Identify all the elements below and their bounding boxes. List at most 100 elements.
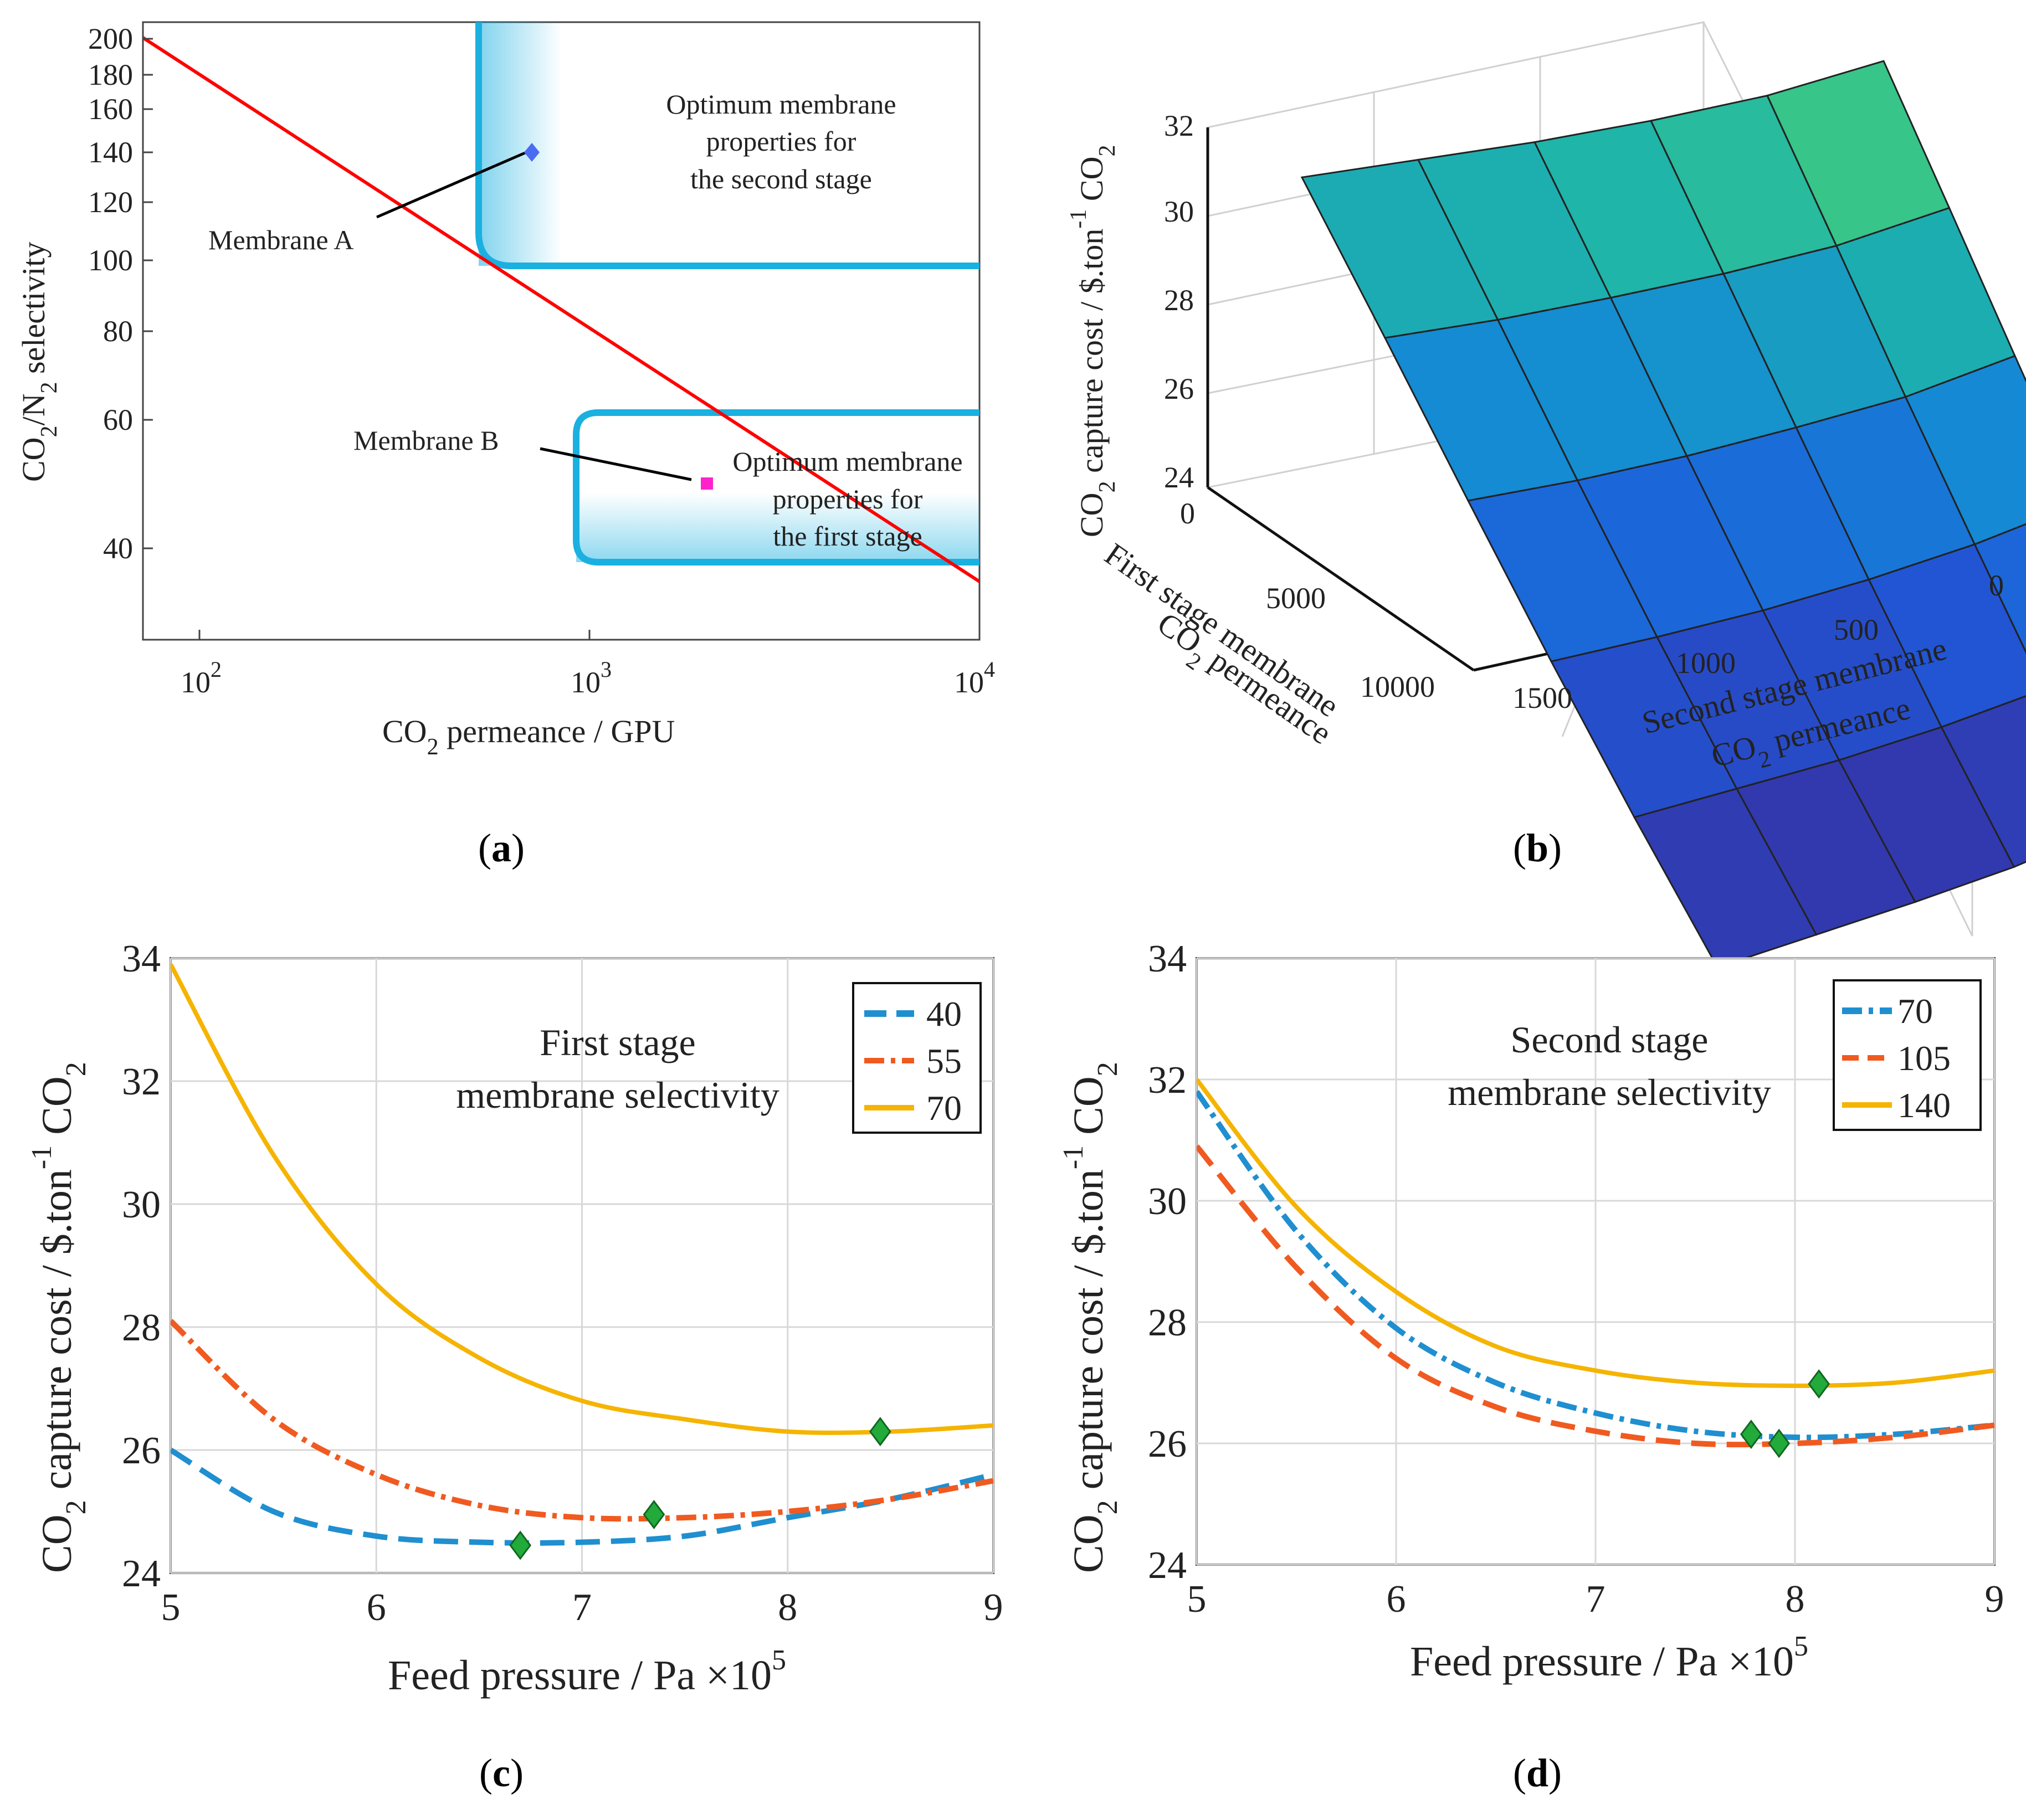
y-tick-labels-d: 24 26 28 30 32 34	[1148, 938, 1187, 1587]
membrane-b-point	[701, 477, 713, 490]
x-tick-label: 6	[1387, 1578, 1406, 1621]
z-tick-labels: 24 26 28 30 32	[1164, 109, 1194, 494]
legend: 40 55 70	[852, 982, 982, 1134]
x-tick-label: 102	[181, 657, 222, 699]
second-stage-region-border	[475, 22, 979, 269]
x-tick-label: 8	[778, 1586, 797, 1629]
first-stage-axis-label: First stage membrane	[1099, 536, 1346, 724]
panel-d-second-stage-cost-curves: 5 6 7 8 9 24 26 28 30 32 34 Second stage…	[1058, 938, 2004, 1795]
optimum-marker-70	[869, 1417, 891, 1447]
y-tick-label: 500	[1834, 613, 1879, 646]
x-tick-label: 9	[1985, 1578, 2004, 1621]
z-axis-label: CO2 capture cost / $.ton-1 CO2	[1066, 145, 1120, 537]
z-tick-label: 30	[1164, 195, 1194, 228]
surface-patch	[1940, 695, 2026, 868]
optimum-marker-140	[1808, 1369, 1830, 1399]
y-tick-label: 26	[1148, 1423, 1187, 1466]
y-tick-label: 30	[1148, 1180, 1187, 1223]
series-c	[171, 963, 993, 1560]
y-tick-label: 200	[88, 22, 133, 55]
optimum-marker-105	[1768, 1428, 1791, 1458]
y-tick-label: 80	[103, 315, 133, 348]
optimum-marker-40	[509, 1530, 531, 1560]
y-tick-label: 24	[122, 1552, 161, 1595]
x-tick-label: 5000	[1266, 582, 1326, 615]
membrane-b-leader	[540, 447, 692, 481]
optimum-marker-70	[1740, 1420, 1762, 1449]
y-tick-label: 34	[1148, 938, 1187, 980]
annotation-line: the first stage	[773, 521, 922, 552]
series-line-70	[171, 963, 993, 1435]
series-line-140	[1197, 1078, 1994, 1388]
y-axis-label: CO2 capture cost / $.ton-1 CO2	[1058, 1062, 1124, 1573]
surface-patch	[1973, 523, 2026, 654]
z-tick-label: 28	[1164, 284, 1194, 317]
y-tick-label: 24	[1148, 1544, 1187, 1587]
x-tick-label: 7	[1586, 1578, 1606, 1621]
y-tick-label: 100	[88, 244, 133, 277]
surface-patch	[1868, 543, 2026, 728]
first-stage-tick-labels: 0 5000 10000	[1180, 497, 1435, 703]
y-tick-label: 140	[88, 136, 133, 169]
chart-title-line-1: Second stage	[1511, 1019, 1709, 1061]
y-tick-label: 60	[103, 403, 133, 436]
z-tick-label: 32	[1164, 109, 1194, 142]
chart-title-line-2: membrane selectivity	[1448, 1071, 1771, 1113]
z-tick-label: 26	[1164, 372, 1194, 405]
y-tick-label: 32	[122, 1061, 161, 1103]
x-tick-label: 7	[572, 1586, 592, 1629]
x-tick-label: 8	[1786, 1578, 1805, 1621]
annotation-line: Optimum membrane	[732, 446, 962, 477]
y-tick-label: 28	[122, 1307, 161, 1349]
x-tick-labels-c: 5 6 7 8 9	[161, 1586, 1003, 1629]
y-tick-labels-c: 24 26 28 30 32 34	[122, 938, 161, 1595]
panel-a-membrane-selectivity-map: 40 60 80 100 120 140 160 180 200 102 103…	[16, 21, 995, 870]
y-tick-label: 1500	[1512, 681, 1572, 714]
y-tick-label: 120	[88, 186, 133, 219]
second-stage-region-fill	[479, 22, 562, 266]
series-line-70	[1197, 1089, 1994, 1441]
panel-label-b: (b)	[1513, 826, 1562, 870]
legend-label: 55	[926, 1041, 962, 1081]
membrane-a-point	[524, 143, 540, 162]
series-line-105	[1197, 1144, 1994, 1448]
legend: 70 105 140	[1833, 979, 1982, 1131]
legend-label: 105	[1897, 1038, 1951, 1078]
panel-c-first-stage-cost-curves: 5 6 7 8 9 24 26 28 30 32 34 First stage …	[26, 938, 1003, 1795]
chart-title-line-2: membrane selectivity	[456, 1074, 779, 1116]
first-stage-region-fill	[576, 493, 979, 562]
y-tick-label: 160	[88, 92, 133, 126]
x-axis-label: Feed pressure / Pa ×105	[1410, 1631, 1808, 1685]
y-tick-label: 32	[1148, 1059, 1187, 1102]
grid-d	[1196, 957, 1996, 1566]
y-axis-label: CO2 capture cost / $.ton-1 CO2	[26, 1062, 92, 1573]
x-tick-label: 10000	[1360, 670, 1435, 703]
second-stage-annotation: Optimum membrane properties for the seco…	[666, 89, 896, 194]
chart-title-line-1: First stage	[540, 1021, 695, 1063]
x-tick-label: 104	[954, 657, 995, 699]
surface-patch	[1904, 354, 2026, 546]
y-tick-label: 40	[103, 532, 133, 565]
y-tick-label: 0	[1989, 569, 2004, 602]
membrane-b-label: Membrane B	[353, 425, 499, 456]
legend-label: 40	[926, 994, 962, 1034]
x-tick-label: 6	[367, 1586, 386, 1629]
optimum-marker-55	[643, 1500, 665, 1530]
cost-surface	[1300, 60, 2026, 969]
x-axis-label: Feed pressure / Pa ×105	[388, 1644, 786, 1699]
membrane-a-label: Membrane A	[208, 224, 353, 255]
panel-label-a: (a)	[478, 826, 525, 870]
annotation-line: the second stage	[690, 163, 872, 194]
y-axis-ticks	[143, 38, 153, 549]
upper-bound-line	[143, 36, 979, 583]
x-axis-label: CO2 permeance / GPU	[382, 713, 675, 760]
series-line-55	[171, 1319, 993, 1522]
first-stage-region-border	[573, 409, 979, 565]
y-tick-label: 34	[122, 938, 161, 980]
panel-label-d: (d)	[1513, 1751, 1562, 1795]
x-tick-label: 5	[1187, 1578, 1207, 1621]
legend-label: 140	[1897, 1086, 1951, 1125]
y-tick-label: 1000	[1676, 646, 1736, 680]
y-tick-label: 30	[122, 1184, 161, 1226]
